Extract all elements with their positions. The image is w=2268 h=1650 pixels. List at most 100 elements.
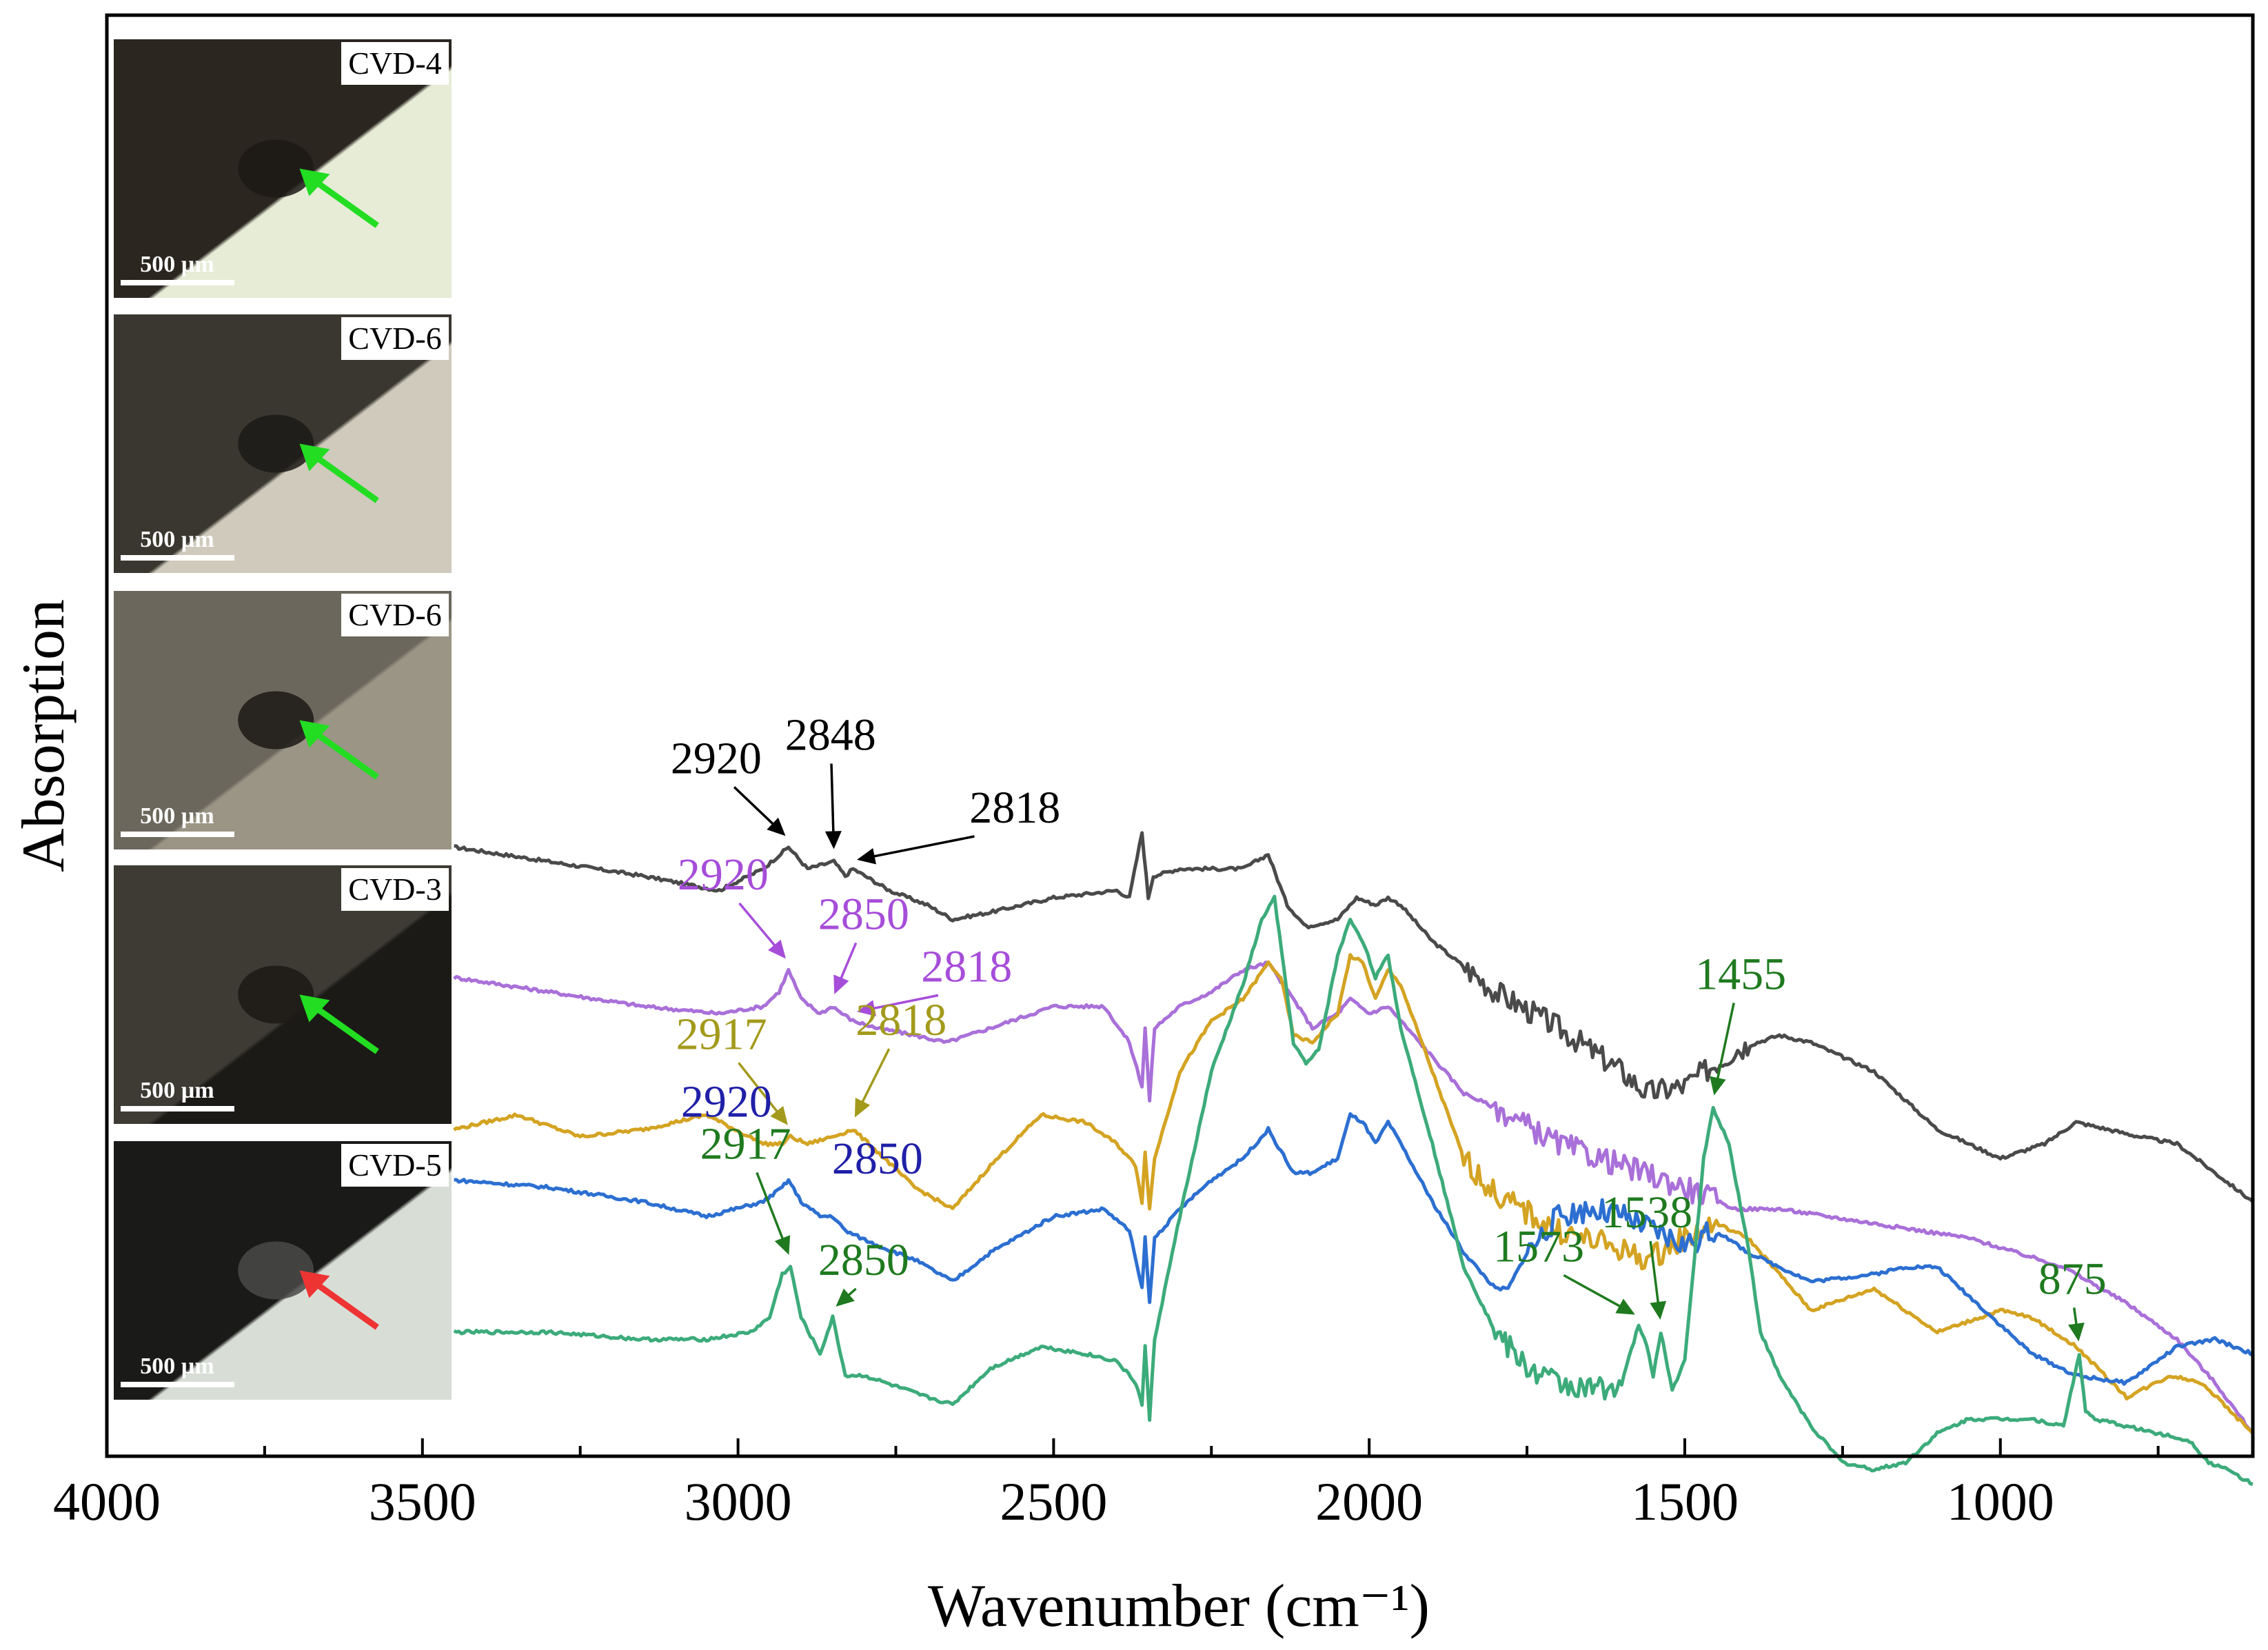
annotation-arrowhead	[836, 1288, 855, 1307]
annotation-arrow	[733, 786, 777, 827]
peak-label-2850: 2850	[832, 1134, 923, 1184]
x-tick-label: 2000	[1315, 1471, 1423, 1531]
inset-pointer-arrow	[310, 451, 379, 503]
spectrum-line-1	[454, 831, 2254, 1203]
peak-label-2917: 2917	[676, 1009, 767, 1060]
inset-label: CVD-4	[348, 46, 441, 81]
inclusion-shape	[238, 414, 314, 473]
annotation-arrowhead	[770, 1105, 788, 1125]
inset-pointer-arrowhead	[299, 443, 330, 472]
annotation-arrow	[738, 902, 778, 949]
inset-pointer-arrow	[310, 1002, 379, 1054]
y-axis-title: Absorption	[10, 599, 77, 872]
peak-label-1455: 1455	[1695, 949, 1786, 1000]
scale-bar	[121, 1382, 234, 1387]
inset-pointer-arrowhead	[299, 168, 330, 197]
inset-label: CVD-6	[348, 321, 441, 356]
annotation-arrowhead	[857, 847, 876, 865]
x-tick-label: 4000	[53, 1471, 161, 1531]
peak-label-2850: 2850	[818, 1235, 909, 1285]
annotation-arrow	[738, 1062, 780, 1116]
scale-bar	[121, 280, 234, 285]
inset-pointer-arrow	[310, 727, 379, 780]
peak-label-2818: 2818	[855, 995, 946, 1045]
annotation-arrowhead	[857, 1000, 876, 1016]
scale-bar	[121, 832, 234, 837]
inset-photo-2: CVD-6 500 µm	[114, 314, 452, 573]
annotation-arrowhead	[833, 974, 849, 994]
inset-pointer-arrow	[310, 1278, 379, 1330]
annotation-arrowhead	[774, 1235, 791, 1255]
annotation-arrow	[756, 1171, 785, 1242]
inset-pointer-arrowhead	[299, 720, 330, 748]
peak-label-2920: 2920	[671, 734, 762, 784]
annotation-arrow	[870, 994, 939, 1011]
scale-bar-label: 500 µm	[140, 803, 214, 829]
inset-photo-1: CVD-4 500 µm	[114, 39, 452, 298]
inset-label-box	[341, 868, 449, 911]
scale-bar-label: 500 µm	[140, 252, 214, 277]
x-axis-title: Wavenumber (cm⁻¹)	[928, 1573, 1430, 1640]
spectrum-line-3	[453, 953, 2254, 1435]
inset-pointer-arrow	[310, 176, 379, 228]
inclusion-shape	[238, 965, 314, 1024]
scale-bar-label: 500 µm	[140, 1354, 214, 1379]
inset-label-box	[341, 1144, 449, 1187]
inset-label-box	[341, 594, 449, 636]
x-tick-label: 1000	[1947, 1471, 2054, 1531]
spectrum-line-2	[453, 960, 2254, 1435]
annotation-arrow	[860, 1048, 891, 1106]
annotation-arrowhead	[1650, 1300, 1667, 1320]
inset-photo-5: CVD-5 500 µm	[114, 1141, 452, 1400]
peak-label-2850: 2850	[818, 889, 909, 940]
annotation-arrow	[1563, 1274, 1624, 1309]
annotation-arrow	[838, 942, 858, 983]
x-tick-label: 3000	[685, 1471, 792, 1531]
scale-bar-label: 500 µm	[140, 1078, 214, 1103]
annotation-arrowhead	[1710, 1076, 1726, 1096]
annotation-arrowhead	[767, 817, 786, 836]
inset-pointer-arrowhead	[299, 1270, 330, 1298]
spectrum-line-5	[453, 894, 2254, 1486]
annotation-arrow	[1715, 1003, 1735, 1083]
inset-label: CVD-5	[348, 1147, 441, 1183]
peak-label-2920: 2920	[681, 1077, 772, 1127]
x-tick-label: 1500	[1631, 1471, 1739, 1531]
inset-label: CVD-6	[348, 597, 441, 632]
inset-label-box	[341, 42, 449, 85]
inclusion-shape	[238, 1241, 314, 1300]
spectrum-line-4	[454, 1112, 2254, 1386]
inset-pointer-arrowhead	[299, 994, 330, 1023]
x-axis-ticks: 4000 3500 3000 2500 2000 1500 1000	[53, 1438, 2160, 1531]
scale-bar	[121, 1106, 234, 1111]
annotation-arrow	[870, 835, 975, 858]
peak-label-875: 875	[2038, 1254, 2107, 1305]
peak-label-2917: 2917	[700, 1119, 791, 1169]
peak-label-2920: 2920	[678, 849, 769, 900]
annotation-arrow	[1649, 1240, 1660, 1307]
inclusion-shape	[238, 691, 314, 749]
peak-label-1573: 1573	[1493, 1222, 1584, 1272]
annotation-arrowhead	[768, 939, 786, 959]
annotation-arrowhead	[824, 831, 842, 849]
photo-insets: CVD-4 500 µm CVD-6 500 µm CVD-6 500 µm CVD-3 50…	[114, 39, 452, 1400]
inclusion-shape	[238, 139, 314, 198]
peak-label-2848: 2848	[785, 710, 876, 761]
spectra-lines	[453, 831, 2254, 1486]
inset-photo-3: CVD-6 500 µm	[114, 591, 452, 849]
annotation-arrowhead	[2067, 1322, 2085, 1342]
peak-label-1538: 1538	[1601, 1187, 1692, 1238]
annotation-arrowhead	[854, 1098, 871, 1118]
scale-bar	[121, 555, 234, 561]
x-tick-label: 2500	[1000, 1471, 1107, 1531]
annotation-arrowhead	[1615, 1298, 1635, 1315]
peak-label-2818: 2818	[969, 783, 1060, 833]
inset-label-box	[341, 317, 449, 360]
peak-label-2818: 2818	[921, 942, 1012, 992]
inset-label: CVD-3	[348, 872, 441, 907]
scale-bar-label: 500 µm	[140, 527, 214, 552]
annotation-arrow	[830, 763, 835, 836]
inset-photo-4: CVD-3 500 µm	[114, 865, 452, 1124]
